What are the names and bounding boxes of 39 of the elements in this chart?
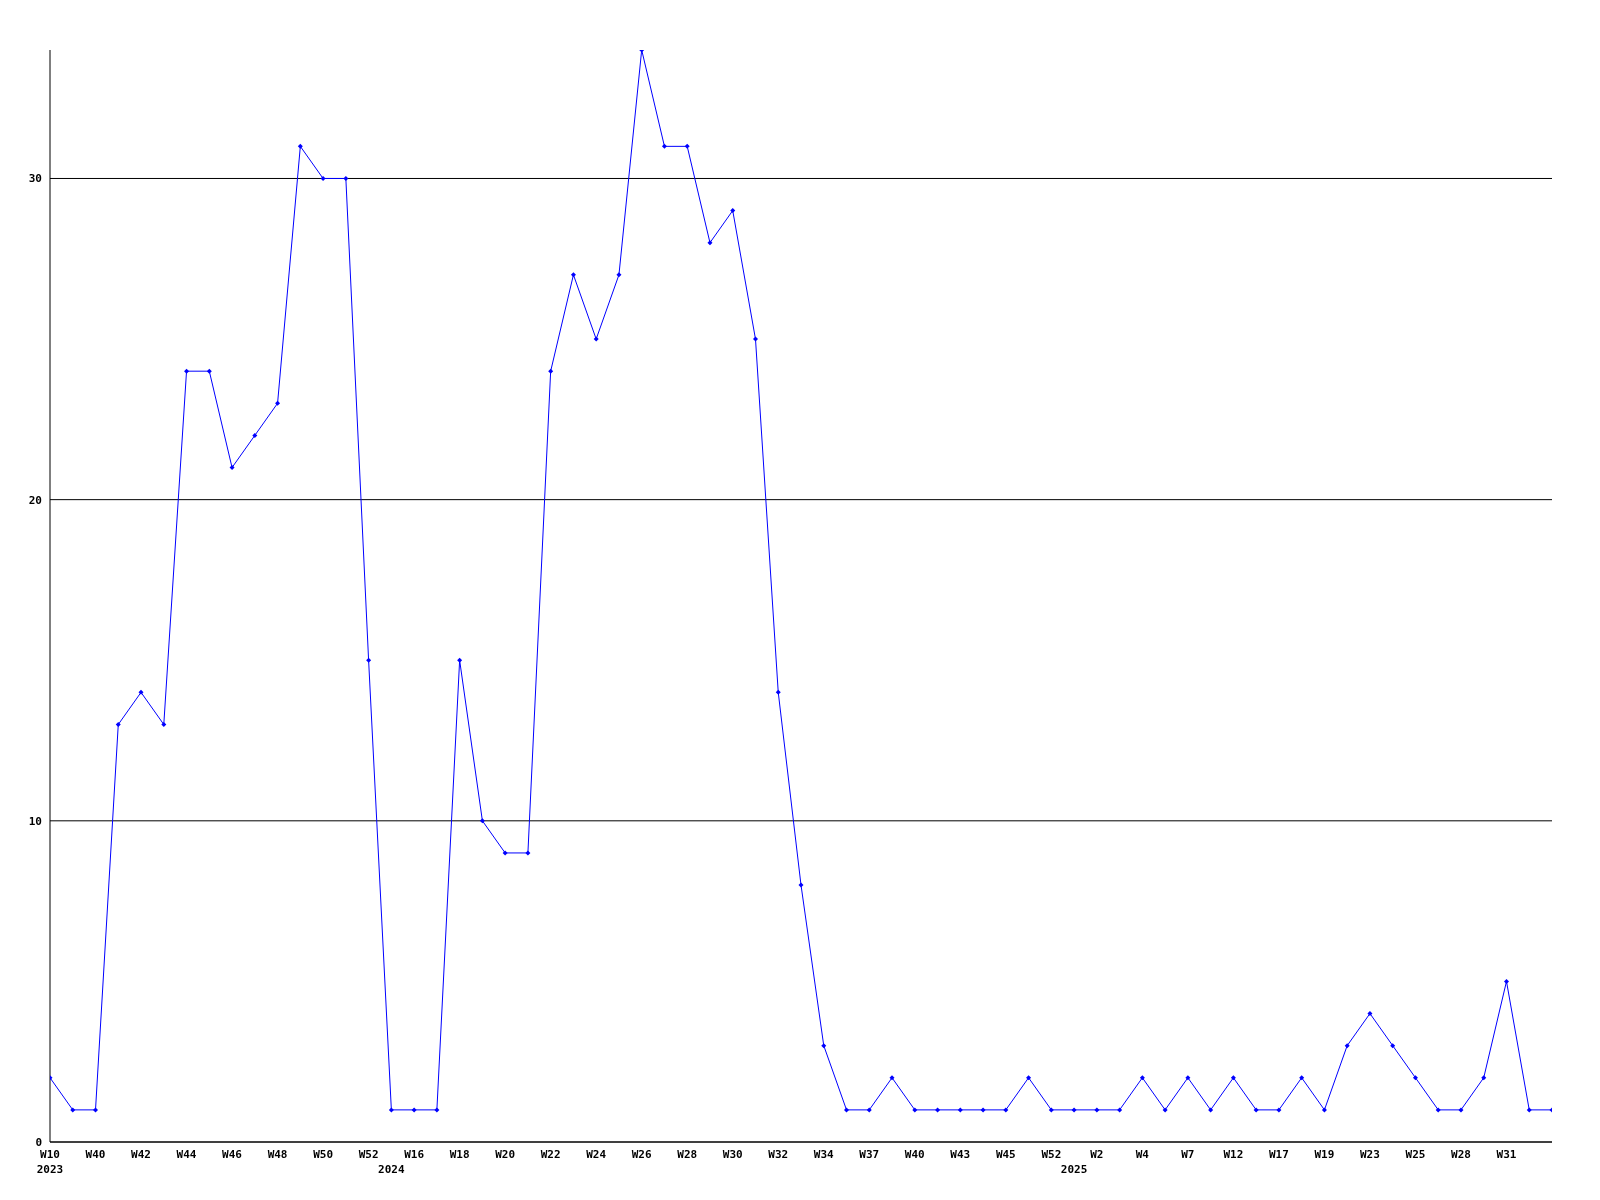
x-tick-label: W28 xyxy=(1451,1148,1471,1161)
x-tick-label: W17 xyxy=(1268,1148,1289,1161)
x-tick-label: W19 xyxy=(1314,1148,1335,1161)
x-tick-label: W22 xyxy=(540,1148,561,1161)
x-tick-label: W45 xyxy=(995,1148,1016,1161)
x-tick-label: 2025 xyxy=(1060,1163,1088,1176)
x-tick-label: 2024 xyxy=(378,1163,405,1176)
x-tick-label: W43 xyxy=(950,1148,971,1161)
x-tick-label: W16 xyxy=(404,1148,425,1161)
x-tick-label: W44 xyxy=(176,1148,197,1161)
x-tick-label: W28 xyxy=(677,1148,698,1161)
x-tick-label: W25 xyxy=(1405,1148,1426,1161)
x-tick-label: W24 xyxy=(586,1148,607,1161)
x-tick-label: W10 2023 xyxy=(36,1148,64,1176)
x-tick-label: W4 xyxy=(1135,1148,1150,1161)
x-tick-label: W52 xyxy=(1041,1148,1062,1161)
x-tick-label: W42 xyxy=(131,1148,151,1161)
y-tick-label: 10 xyxy=(28,814,42,828)
x-tick-label: W32 xyxy=(768,1148,789,1161)
x-tick-label: W37 xyxy=(859,1148,880,1161)
x-tick-label: W50 xyxy=(313,1148,334,1161)
x-tick-label: W48 xyxy=(267,1148,288,1161)
x-tick-label: W52 xyxy=(358,1148,379,1161)
x-tick-label: W31 xyxy=(1496,1148,1517,1161)
x-tick-label: W12 xyxy=(1223,1148,1244,1161)
x-tick-label: W20 xyxy=(495,1148,516,1161)
x-tick-label: W40 xyxy=(85,1148,106,1161)
y-tick-label: 0 xyxy=(35,1135,42,1149)
y-tick-label: 30 xyxy=(28,172,42,186)
x-tick-label: W2 xyxy=(1090,1148,1104,1161)
y-tick-label: 20 xyxy=(28,493,42,507)
x-tick-label: W46 xyxy=(222,1148,243,1161)
x-tick-label: W23 xyxy=(1360,1148,1380,1161)
x-tick-label: W34 xyxy=(813,1148,835,1161)
x-tick-label: W18 xyxy=(449,1148,470,1161)
x-tick-label: W30 xyxy=(722,1148,743,1161)
x-tick-label: W7 xyxy=(1181,1148,1195,1161)
x-tick-label: W40 xyxy=(904,1148,925,1161)
x-tick-label: W26 xyxy=(631,1148,652,1161)
